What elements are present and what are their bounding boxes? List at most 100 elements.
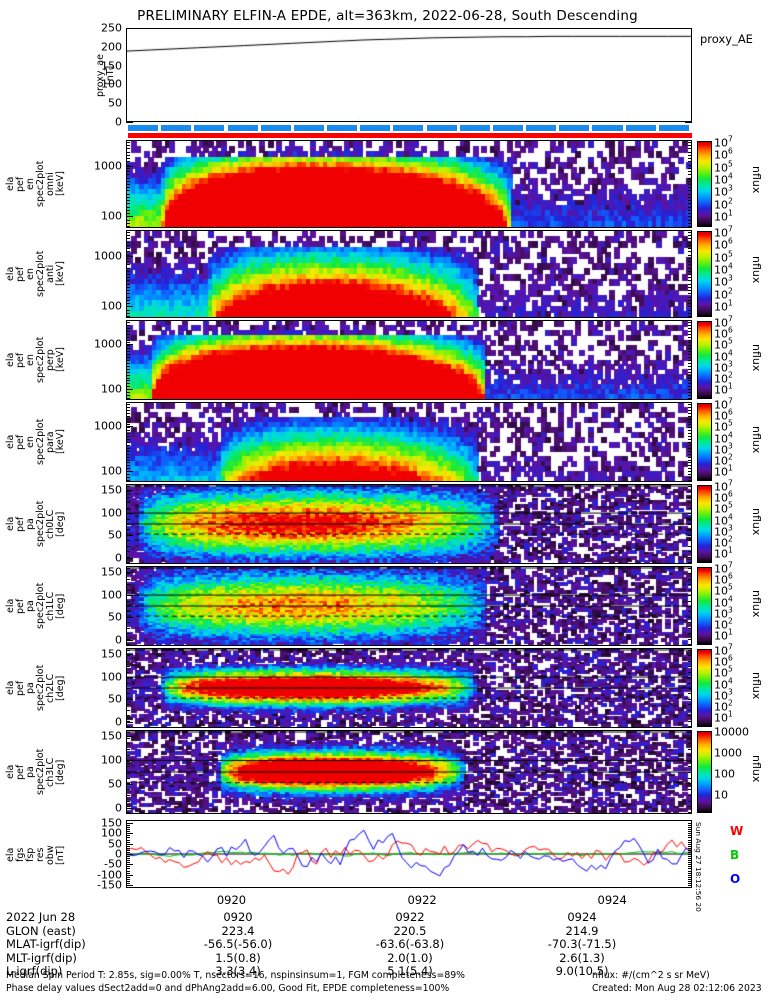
minor-tick (688, 439, 692, 441)
minor-tick (688, 584, 692, 586)
panel-1-plot[interactable] (126, 140, 692, 228)
minor-tick (688, 474, 692, 476)
proxy-ae-panel[interactable] (126, 28, 692, 122)
panel-6-plot[interactable] (126, 566, 692, 646)
panel-7-plot[interactable] (126, 648, 692, 728)
minor-tick (688, 171, 692, 173)
minor-tick (688, 421, 692, 423)
minor-tick (126, 862, 130, 864)
minor-tick (126, 447, 130, 449)
panel-6-ytick: 0 (115, 633, 122, 647)
ephemeris-value: 0922 (395, 910, 425, 924)
panel-8-plot[interactable] (126, 730, 692, 814)
minor-tick (688, 534, 692, 536)
x-ticklabel: 0922 (407, 893, 437, 907)
colorbar-label: nflux (750, 256, 763, 284)
minor-tick (126, 303, 130, 305)
minor-tick (688, 254, 692, 256)
minor-tick (126, 238, 130, 240)
colorbar-tick: 104 (714, 348, 733, 363)
colorbar-2 (697, 231, 712, 317)
minor-tick (688, 213, 692, 215)
minor-tick (126, 327, 130, 329)
minor-tick (688, 872, 692, 874)
minor-tick (126, 880, 130, 882)
minor-tick (688, 545, 692, 547)
minor-tick (688, 286, 692, 288)
minor-tick (126, 529, 130, 531)
minor-tick (688, 688, 692, 689)
minor-tick (126, 486, 130, 487)
minor-tick (126, 222, 130, 224)
x-ticklabel: 0924 (597, 893, 627, 907)
ephemeris-row-label: MLT-igrf(dip) (6, 950, 77, 965)
minor-tick (688, 303, 692, 305)
minor-tick (688, 219, 692, 221)
colorbar-tick: 107 (714, 478, 733, 494)
minor-tick (688, 190, 692, 192)
minor-tick (688, 316, 692, 317)
ephemeris-row-label: GLON (east) (6, 923, 76, 938)
minor-tick (126, 534, 130, 536)
panel-3-plot[interactable] (126, 320, 692, 400)
minor-tick (126, 377, 130, 379)
minor-tick (126, 436, 130, 438)
minor-tick (688, 622, 692, 624)
minor-tick (688, 158, 692, 160)
minor-tick (688, 360, 692, 361)
bfield-ylabel: ela fgs fsp res obw [nT] (5, 845, 66, 865)
minor-tick (126, 841, 130, 843)
panel-2-plot[interactable] (126, 230, 692, 318)
minor-tick (126, 866, 130, 868)
minor-tick (688, 666, 692, 668)
minor-tick (126, 309, 130, 311)
colorbar-tick: 102 (714, 196, 733, 212)
minor-tick (688, 270, 692, 272)
ephemeris-value: 223.4 (221, 923, 255, 938)
minor-tick (688, 540, 692, 542)
colorbar-tick: 105 (714, 501, 733, 516)
minor-tick (688, 226, 692, 227)
colorbar-tick: 101 (714, 709, 733, 725)
minor-tick (688, 693, 692, 695)
minor-tick (688, 720, 692, 722)
minor-tick (126, 584, 130, 586)
bfield-panel[interactable] (126, 820, 692, 888)
ephemeris-value: 2.6(1.3) (559, 950, 605, 965)
minor-tick (126, 293, 130, 295)
colorbar-6 (697, 567, 712, 645)
minor-tick (126, 794, 130, 796)
panel-5-plot[interactable] (126, 484, 692, 564)
minor-tick (688, 354, 692, 356)
minor-tick (688, 264, 692, 266)
ephemeris-row-label: L-igrf(dip) (6, 964, 63, 979)
panel-3-ytick: 1000 (94, 337, 122, 351)
minor-tick (126, 383, 130, 385)
minor-tick (126, 518, 130, 520)
minor-tick (126, 456, 130, 458)
colorbar-7 (697, 649, 712, 727)
minor-tick (126, 777, 130, 779)
colorbar-tick: 103 (714, 359, 733, 375)
colorbar-tick: 1000 (714, 746, 742, 760)
minor-tick (688, 322, 692, 323)
minor-tick (126, 772, 130, 773)
minor-tick (688, 296, 692, 298)
minor-tick (688, 424, 692, 426)
minor-tick (126, 267, 130, 269)
minor-tick (688, 392, 692, 394)
minor-tick (126, 856, 130, 858)
minor-tick (688, 232, 692, 233)
minor-tick (688, 386, 692, 388)
colorbar-tick: 107 (714, 396, 733, 412)
minor-tick (126, 715, 130, 717)
minor-tick (126, 345, 130, 347)
panel-5-ytick: 50 (108, 528, 122, 542)
panel-4-plot[interactable] (126, 402, 692, 482)
minor-tick (126, 427, 130, 429)
minor-tick (126, 839, 130, 841)
minor-tick (688, 415, 692, 417)
minor-tick (688, 743, 692, 745)
minor-tick (126, 835, 130, 837)
minor-tick (688, 866, 692, 868)
